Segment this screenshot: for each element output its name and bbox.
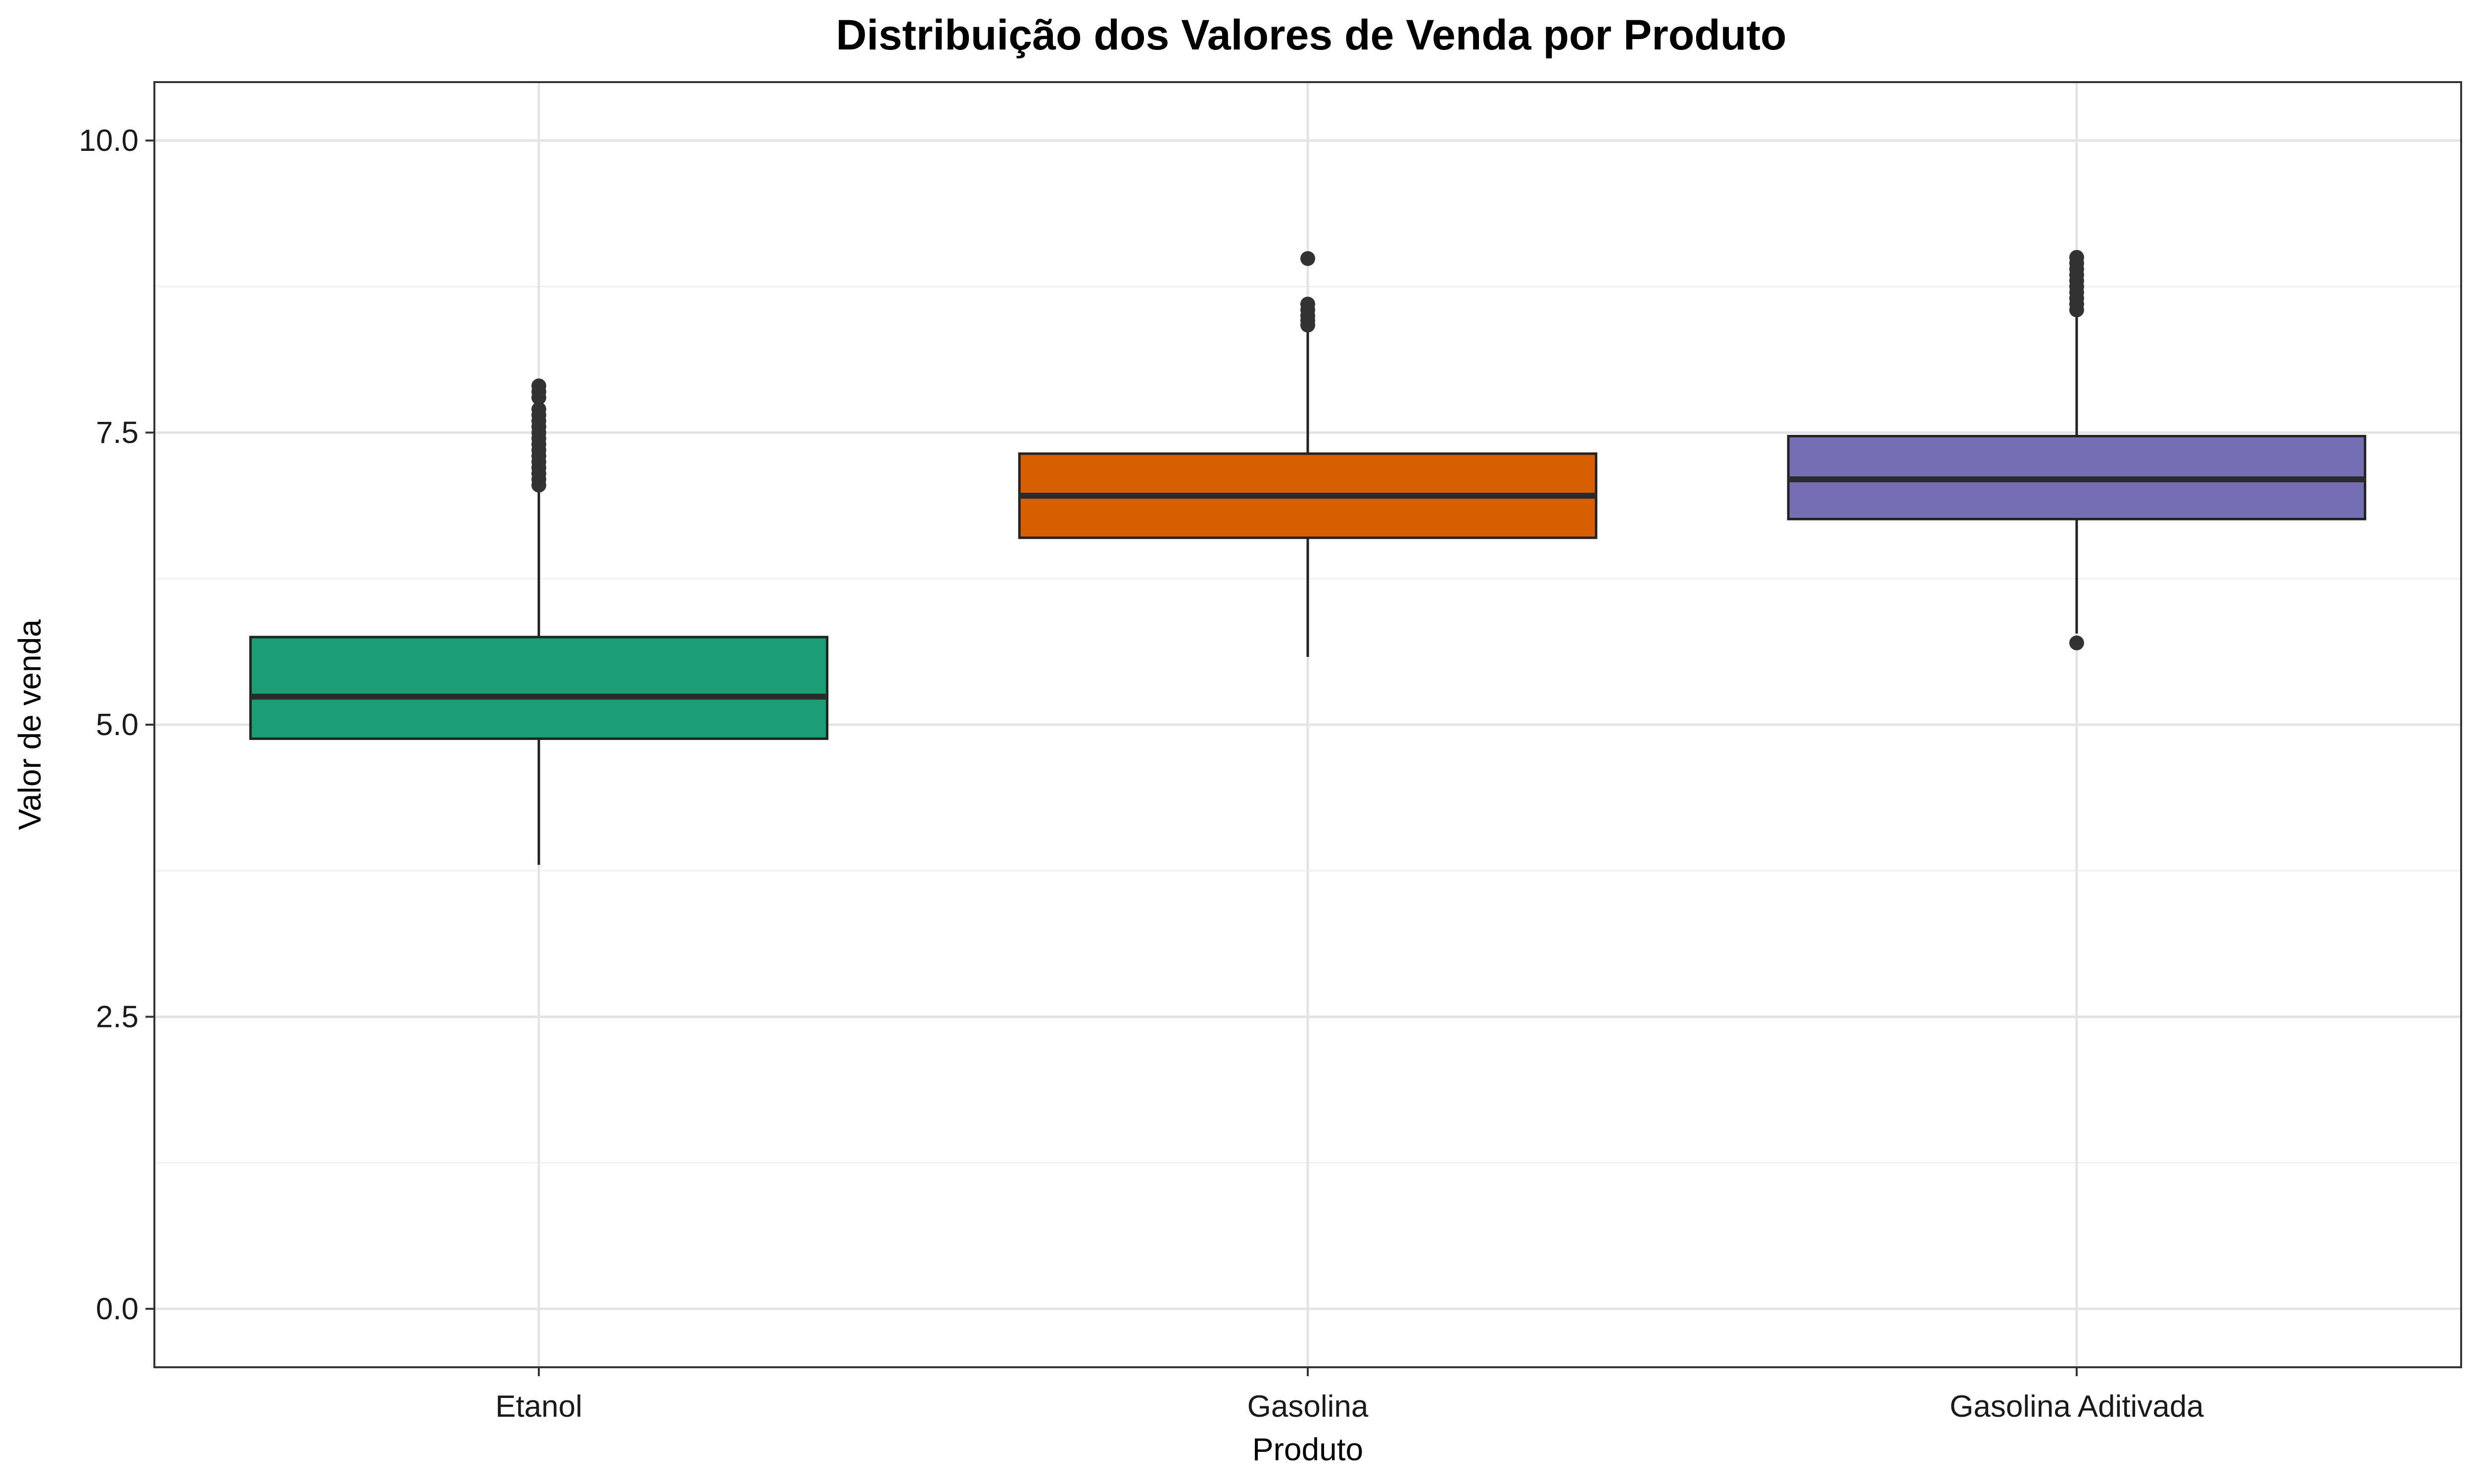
outlier-point: [531, 402, 546, 417]
outlier-point: [531, 378, 546, 394]
outlier-point: [2069, 250, 2084, 265]
y-tick-label: 5.0: [96, 708, 139, 742]
y-tick-label: 10.0: [79, 124, 139, 158]
y-tick-label: 2.5: [96, 1000, 139, 1034]
outlier-point: [1300, 296, 1315, 312]
box-etanol: [249, 378, 829, 865]
box-gasolina-aditivada: [1787, 250, 2367, 650]
x-axis: Etanol Gasolina Gasolina Aditivada: [495, 1367, 2204, 1424]
outlier-point: [1300, 251, 1315, 266]
y-axis-title: Valor de venda: [12, 619, 48, 830]
x-tick-label: Gasolina Aditivada: [1950, 1390, 2204, 1424]
box-gasolina: [1018, 251, 1598, 657]
x-axis-title: Produto: [1252, 1432, 1363, 1467]
x-tick-label: Etanol: [495, 1390, 582, 1424]
x-tick-label: Gasolina: [1247, 1390, 1369, 1424]
y-axis: 0.0 2.5 5.0 7.5 10.0: [79, 124, 154, 1326]
y-tick-label: 7.5: [96, 416, 139, 450]
chart-title: Distribuição dos Valores de Venda por Pr…: [836, 11, 1786, 59]
box-body: [249, 636, 829, 740]
y-tick-label: 0.0: [96, 1292, 139, 1326]
outlier-point: [2069, 635, 2084, 650]
box-group: [249, 250, 2367, 865]
